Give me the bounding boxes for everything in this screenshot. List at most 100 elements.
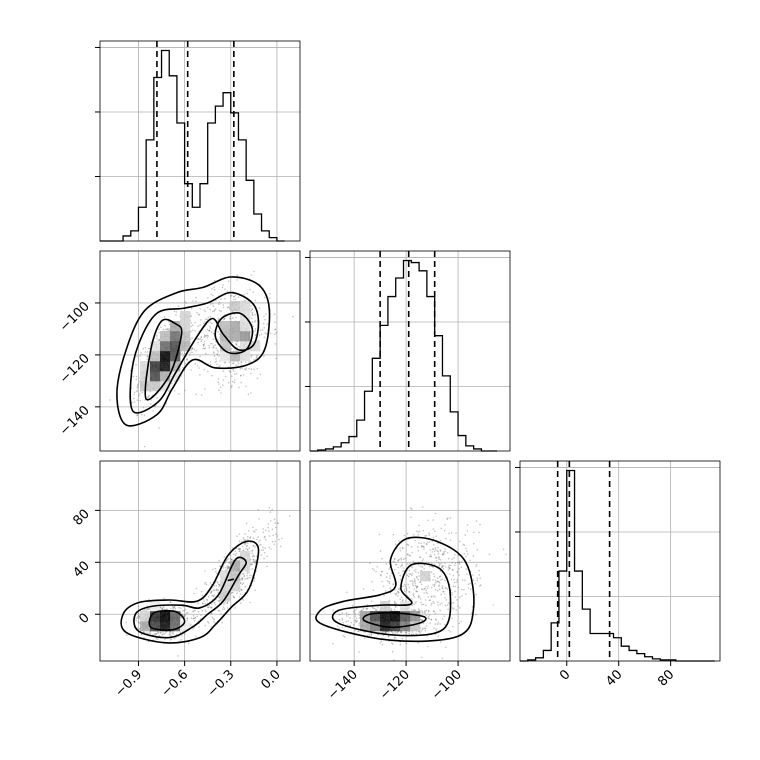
scatter-point — [439, 623, 442, 625]
scatter-point — [205, 610, 207, 613]
scatter-point — [275, 526, 277, 529]
density-cell — [230, 561, 241, 572]
scatter-point — [201, 594, 204, 597]
scatter-point — [354, 619, 357, 621]
density-cell — [220, 321, 231, 332]
scatter-point — [251, 568, 254, 570]
scatter-point — [456, 599, 458, 601]
scatter-point — [393, 608, 396, 611]
scatter-point — [332, 609, 335, 611]
scatter-point — [209, 327, 212, 329]
scatter-point — [456, 571, 459, 574]
scatter-point — [214, 601, 216, 604]
scatter-point — [144, 399, 146, 401]
scatter-point — [203, 344, 205, 347]
scatter-point — [142, 347, 144, 350]
scatter-point — [250, 563, 252, 566]
scatter-point — [404, 590, 406, 593]
scatter-point — [217, 319, 219, 321]
scatter-point — [168, 328, 170, 330]
scatter-point — [428, 541, 431, 543]
scatter-point — [461, 595, 463, 597]
scatter-point — [178, 606, 180, 609]
scatter-point — [355, 621, 357, 623]
scatter-point — [412, 633, 415, 635]
scatter-point — [423, 545, 425, 548]
scatter-point — [182, 366, 184, 369]
scatter-point — [229, 315, 231, 318]
scatter-point — [265, 539, 267, 541]
scatter-point — [211, 343, 213, 345]
scatter-point — [207, 620, 209, 623]
scatter-point — [380, 574, 382, 577]
scatter-point — [444, 604, 447, 607]
scatter-point — [172, 631, 174, 633]
scatter-point — [451, 561, 454, 564]
scatter-point — [230, 348, 233, 350]
scatter-point — [226, 607, 229, 609]
scatter-point — [137, 614, 140, 617]
scatter-point — [403, 583, 406, 586]
scatter-point — [135, 375, 138, 378]
scatter-point — [182, 355, 184, 357]
scatter-point — [219, 386, 222, 389]
scatter-point — [210, 591, 212, 594]
scatter-point — [259, 544, 261, 547]
scatter-point — [455, 532, 457, 534]
scatter-point — [252, 325, 254, 328]
scatter-point — [390, 642, 393, 644]
scatter-point — [246, 574, 248, 577]
scatter-point — [206, 328, 209, 331]
scatter-point — [200, 614, 202, 617]
scatter-point — [421, 566, 424, 568]
density-cell — [390, 611, 401, 622]
scatter-point — [417, 596, 420, 599]
scatter-point — [439, 559, 442, 561]
scatter-point — [425, 543, 428, 545]
scatter-point — [206, 306, 209, 309]
scatter-point — [388, 581, 391, 583]
scatter-point — [240, 364, 242, 366]
scatter-point — [248, 530, 250, 532]
scatter-point — [268, 535, 271, 537]
scatter-point — [418, 630, 420, 633]
scatter-point — [251, 575, 253, 577]
scatter-point — [476, 577, 479, 580]
scatter-point — [453, 578, 455, 581]
scatter-point — [136, 617, 139, 619]
density-cell — [150, 621, 161, 632]
scatter-point — [226, 568, 229, 570]
scatter-point — [434, 547, 437, 549]
scatter-point — [217, 378, 220, 380]
scatter-point — [338, 613, 341, 616]
scatter-point — [456, 579, 459, 581]
density-cell — [140, 371, 151, 382]
contour-line — [214, 312, 254, 355]
scatter-point — [256, 367, 259, 370]
scatter-point — [402, 585, 404, 587]
scatter-point — [400, 565, 402, 568]
scatter-point — [263, 557, 265, 560]
scatter-point — [427, 617, 430, 619]
scatter-point — [475, 565, 477, 568]
scatter-point — [183, 352, 186, 355]
scatter-point — [215, 588, 218, 591]
scatter-point — [208, 330, 210, 332]
scatter-point — [363, 637, 366, 639]
scatter-point — [441, 553, 444, 556]
scatter-point — [209, 308, 211, 311]
scatter-point — [447, 608, 449, 611]
scatter-point — [433, 575, 436, 578]
density-cell — [150, 351, 161, 362]
scatter-point — [377, 607, 379, 609]
scatter-point — [437, 635, 440, 638]
scatter-point — [162, 328, 165, 331]
scatter-point — [250, 331, 252, 333]
scatter-point — [435, 619, 438, 621]
scatter-point — [432, 584, 434, 586]
scatter-point — [174, 605, 176, 608]
scatter-point — [239, 547, 241, 550]
scatter-point — [233, 295, 235, 298]
scatter-point — [440, 562, 443, 565]
scatter-point — [469, 559, 472, 562]
